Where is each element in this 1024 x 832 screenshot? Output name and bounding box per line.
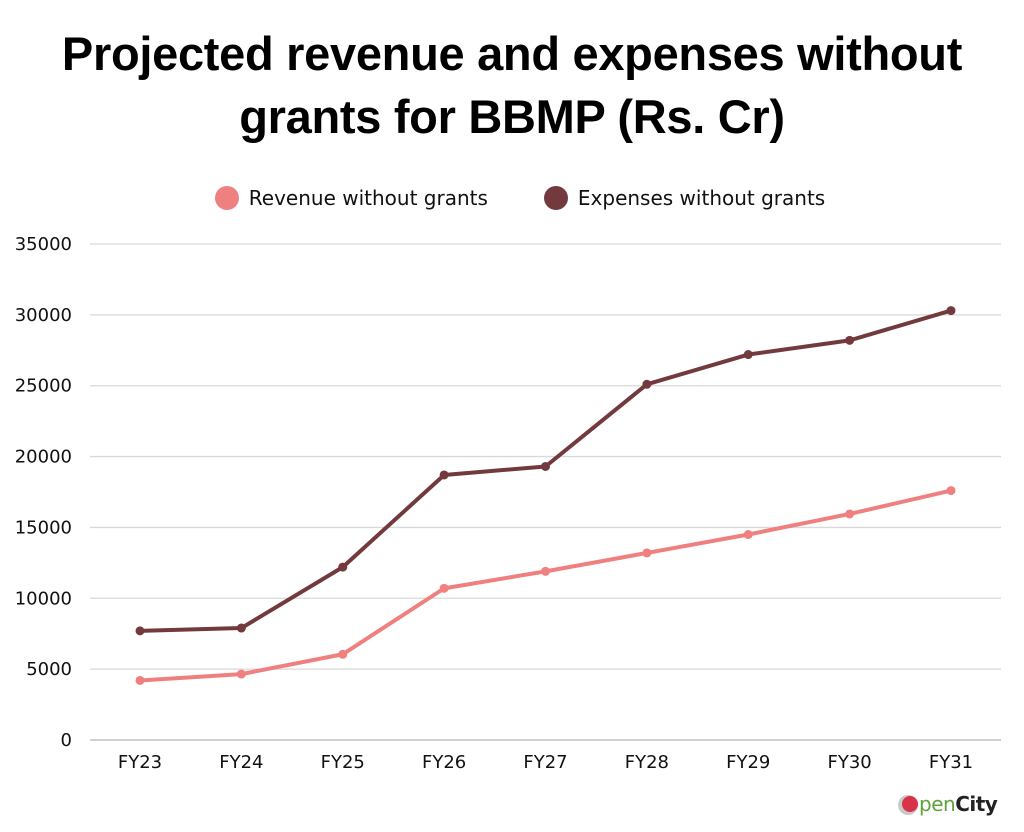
y-tick-label: 20000: [15, 447, 72, 468]
opencity-logo: pen City: [902, 792, 998, 816]
chart-title: Projected revenue and expenses without g…: [0, 22, 1024, 148]
x-tick-label: FY23: [118, 752, 162, 773]
data-point-expenses-fy31: [946, 306, 956, 316]
x-tick-label: FY24: [219, 752, 263, 773]
gridlines: [90, 243, 1001, 741]
x-axis-ticks: FY23 FY24 FY25 FY26 FY27 FY28 FY29 FY30 FY31: [118, 752, 973, 773]
x-tick-label: FY30: [827, 752, 871, 773]
legend-swatch-revenue: [214, 186, 239, 210]
data-point-revenue-fy28: [642, 548, 652, 558]
data-point-expenses-fy28: [642, 379, 652, 389]
x-tick-label: FY28: [625, 752, 669, 773]
legend-label-revenue: Revenue without grants: [248, 186, 488, 210]
data-point-revenue-fy26: [439, 583, 449, 593]
data-point-expenses-fy24: [236, 623, 246, 633]
y-tick-label: 25000: [15, 376, 72, 397]
chart-legend: Revenue without grants Expenses without …: [0, 186, 1024, 210]
data-point-revenue-fy24: [236, 669, 246, 679]
data-point-expenses-fy23: [135, 626, 145, 636]
series-line-revenue: [139, 488, 952, 683]
x-tick-label: FY25: [321, 752, 365, 773]
data-point-revenue-fy29: [743, 530, 753, 540]
chart-title-line-2: grants for BBMP (Rs. Cr): [239, 90, 785, 143]
logo-text-city: City: [955, 792, 998, 816]
x-tick-label: FY27: [523, 752, 567, 773]
y-tick-label: 5000: [26, 659, 72, 680]
y-tick-label: 35000: [15, 234, 72, 255]
data-point-expenses-fy30: [845, 335, 855, 345]
chart-title-line-1: Projected revenue and expenses without: [61, 27, 963, 80]
y-tick-label: 30000: [15, 305, 72, 326]
series-points: [135, 306, 956, 685]
y-tick-label: 15000: [15, 517, 72, 538]
data-point-expenses-fy26: [439, 470, 449, 480]
opencity-logo-icon: [902, 796, 918, 812]
y-axis-ticks: 0 5000 10000 15000 20000 25000 30000 35000: [15, 234, 72, 751]
y-tick-label: 0: [61, 730, 72, 751]
data-point-expenses-fy29: [743, 350, 753, 360]
legend-item-revenue: Revenue without grants: [214, 186, 488, 210]
data-point-expenses-fy25: [338, 562, 348, 572]
data-point-revenue-fy23: [135, 675, 145, 685]
y-tick-label: 10000: [15, 588, 72, 609]
legend-swatch-expenses: [543, 186, 568, 210]
data-point-revenue-fy30: [845, 509, 855, 519]
x-tick-label: FY31: [929, 752, 973, 773]
legend-label-expenses: Expenses without grants: [577, 186, 826, 210]
x-tick-label: FY26: [422, 752, 466, 773]
data-point-revenue-fy25: [338, 649, 348, 659]
series-lines: [139, 308, 952, 683]
x-tick-label: FY29: [726, 752, 770, 773]
logo-text-open: pen: [919, 792, 956, 816]
data-point-revenue-fy27: [541, 566, 550, 576]
data-point-expenses-fy27: [541, 461, 550, 471]
data-point-revenue-fy31: [946, 486, 956, 496]
legend-item-expenses: Expenses without grants: [543, 186, 826, 210]
